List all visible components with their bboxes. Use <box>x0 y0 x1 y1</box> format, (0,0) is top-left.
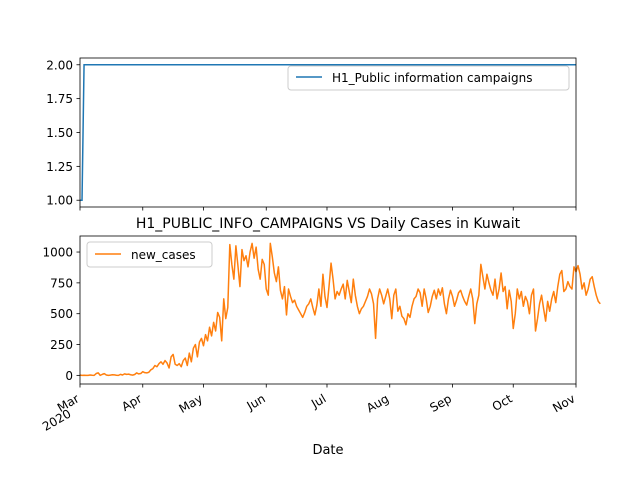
top-subplot-frame <box>79 57 577 208</box>
bottom-y-tick-label: 500 <box>50 307 73 321</box>
bottom-legend-box <box>86 241 213 268</box>
x-axis-label: Date <box>312 443 343 458</box>
x-tick-label: Nov <box>550 391 577 415</box>
x-tick-label: Sep <box>427 391 454 414</box>
bottom-y-tick-label: 1000 <box>42 246 73 260</box>
top-subplot: 1.00 1.25 1.50 1.75 2.00 H1_Public informati… <box>46 57 577 211</box>
bottom-y-tick-label: 250 <box>50 338 73 352</box>
x-tick-label: Aug <box>364 391 391 415</box>
x-tick-label: Jun <box>244 391 268 413</box>
bottom-legend: new_cases <box>86 241 213 268</box>
x-tick-label: Oct <box>490 391 515 414</box>
top-subplot-ticks: 1.00 1.25 1.50 1.75 2.00 <box>46 58 577 211</box>
top-legend-box <box>287 65 570 91</box>
x-tick-label: Jul <box>308 391 328 411</box>
bottom-subplot: H1_PUBLIC_INFO_CAMPAIGNS VS Daily Cases … <box>40 216 601 458</box>
bottom-subplot-lines <box>79 242 601 377</box>
series-line-h1-campaigns <box>80 64 576 201</box>
bottom-legend-label: new_cases <box>131 248 196 262</box>
top-y-tick-label: 1.50 <box>46 126 73 140</box>
x-tick-label: Apr <box>119 391 144 414</box>
top-legend: H1_Public information campaigns <box>287 65 570 91</box>
x-tick-label: May <box>177 391 205 416</box>
bottom-subplot-frame <box>79 235 577 385</box>
bottom-y-tick-label: 0 <box>65 369 73 383</box>
top-y-tick-label: 1.75 <box>46 92 73 106</box>
bottom-y-tick-label: 750 <box>50 276 73 290</box>
top-y-tick-label: 2.00 <box>46 58 73 72</box>
top-subplot-lines <box>80 64 576 201</box>
top-y-tick-label: 1.25 <box>46 160 73 174</box>
top-legend-label: H1_Public information campaigns <box>332 71 532 85</box>
top-y-tick-label: 1.00 <box>46 194 73 208</box>
x-tick-year-label: 2020 <box>40 406 73 433</box>
series-line-new-cases <box>79 242 601 377</box>
bottom-chart-title: H1_PUBLIC_INFO_CAMPAIGNS VS Daily Cases … <box>136 216 521 232</box>
